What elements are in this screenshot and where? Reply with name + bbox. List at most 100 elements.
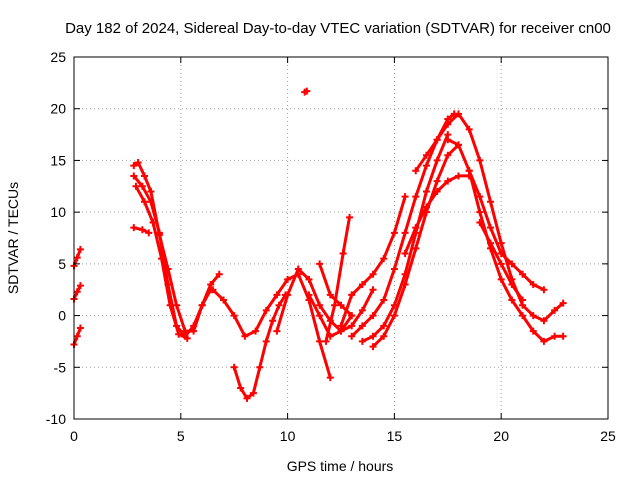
data-point-marker [316, 312, 324, 320]
data-point-marker [303, 87, 311, 95]
data-point-marker [358, 306, 366, 314]
y-tick-label: -5 [54, 359, 67, 375]
data-point-marker [401, 250, 409, 258]
data-point-marker [380, 296, 388, 304]
data-point-marker [190, 322, 198, 330]
data-point-marker [380, 332, 388, 340]
data-point-marker [508, 281, 516, 289]
data-point-marker [339, 250, 347, 258]
data-point-marker [130, 172, 138, 180]
data-point-marker [147, 198, 155, 206]
data-point-marker [262, 337, 270, 345]
series-track [324, 215, 351, 343]
data-point-marker [369, 270, 377, 278]
data-point-marker [348, 291, 356, 299]
x-tick-label: 10 [280, 428, 296, 444]
data-point-marker [444, 120, 452, 128]
y-tick-label: 10 [50, 204, 66, 220]
data-point-marker [73, 254, 81, 262]
data-point-marker [358, 281, 366, 289]
data-point-marker [316, 337, 324, 345]
data-point-marker [497, 260, 505, 268]
data-point-marker [348, 332, 356, 340]
data-point-marker [390, 312, 398, 320]
data-point-marker [422, 203, 430, 211]
data-point-marker [173, 301, 181, 309]
data-point-marker [243, 394, 251, 402]
data-point-marker [433, 177, 441, 185]
data-point-marker [422, 151, 430, 159]
data-point-marker [540, 337, 548, 345]
data-point-marker [138, 226, 146, 234]
data-point-marker [76, 282, 84, 290]
x-tick-label: 20 [493, 428, 509, 444]
series-t19 [401, 172, 473, 258]
data-point-marker [401, 229, 409, 237]
data-point-marker [273, 291, 281, 299]
data-point-marker [487, 224, 495, 232]
y-tick-label: 0 [58, 308, 66, 324]
data-point-marker [454, 172, 462, 180]
series-t23 [476, 218, 527, 304]
data-point-marker [433, 136, 441, 144]
series-t13 [301, 87, 311, 96]
data-point-marker [252, 327, 260, 335]
data-point-marker [294, 265, 302, 273]
data-point-marker [497, 275, 505, 283]
data-point-marker [138, 182, 146, 190]
data-point-marker [519, 270, 527, 278]
data-point-marker [155, 229, 163, 237]
data-point-marker [559, 332, 567, 340]
data-point-marker [305, 291, 313, 299]
data-point-marker [422, 187, 430, 195]
data-point-marker [73, 288, 81, 296]
data-point-marker [73, 332, 81, 340]
data-point-marker [412, 244, 420, 252]
data-point-marker [249, 389, 257, 397]
data-point-marker [346, 213, 354, 221]
data-point-marker [412, 193, 420, 201]
data-point-marker [508, 260, 516, 268]
data-point-marker [284, 275, 292, 283]
data-point-marker [358, 337, 366, 345]
data-point-marker [326, 374, 334, 382]
data-point-marker [256, 363, 264, 371]
data-point-marker [551, 306, 559, 314]
x-tick-label: 5 [177, 428, 185, 444]
data-point-marker [433, 187, 441, 195]
data-point-marker [134, 158, 142, 166]
data-point-marker [183, 334, 191, 342]
x-tick-label: 0 [70, 428, 78, 444]
series-t6 [132, 182, 191, 342]
data-point-marker [158, 255, 166, 263]
x-axis-label: GPS time / hours [287, 458, 394, 474]
series-t10 [273, 265, 377, 335]
data-point-marker [476, 218, 484, 226]
data-point-marker [269, 317, 277, 325]
data-point-marker [275, 301, 283, 309]
data-point-marker [337, 301, 345, 309]
series-track [275, 267, 375, 333]
data-point-marker [487, 198, 495, 206]
data-point-marker [497, 250, 505, 258]
data-point-marker [540, 286, 548, 294]
data-point-marker [273, 327, 281, 335]
y-axis-label: SDTVAR / TECUs [5, 182, 21, 294]
data-point-marker [401, 281, 409, 289]
data-point-marker [369, 332, 377, 340]
data-point-marker [454, 110, 462, 118]
data-point-marker [444, 177, 452, 185]
data-point-marker [130, 224, 138, 232]
y-tick-label: -10 [46, 411, 66, 427]
data-point-marker [380, 322, 388, 330]
data-point-marker [390, 265, 398, 273]
data-point-marker [215, 270, 223, 278]
data-point-marker [476, 208, 484, 216]
data-point-marker [230, 312, 238, 320]
data-point-marker [497, 239, 505, 247]
data-point-marker [337, 322, 345, 330]
data-point-marker [454, 141, 462, 149]
data-point-marker [316, 260, 324, 268]
